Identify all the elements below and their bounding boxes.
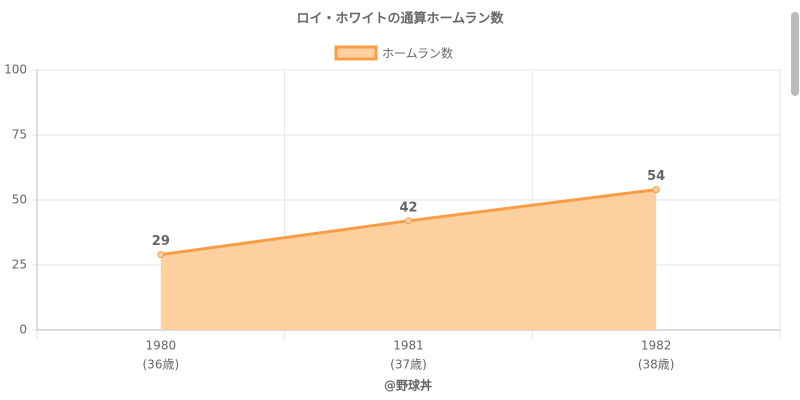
legend-label[interactable]: ホームラン数 bbox=[382, 46, 453, 61]
y-tick-label: 100 bbox=[4, 63, 27, 77]
y-tick-label: 50 bbox=[12, 193, 27, 207]
scrollbar[interactable] bbox=[791, 12, 799, 96]
chart-title: ロイ・ホワイトの通算ホームラン数 bbox=[297, 11, 505, 27]
data-label: 42 bbox=[399, 200, 417, 215]
x-axis-title: @野球丼 bbox=[384, 378, 432, 393]
legend-swatch bbox=[334, 45, 378, 61]
point bbox=[652, 186, 660, 194]
x-tick-label: 1981 bbox=[393, 339, 424, 353]
y-tick-label: 75 bbox=[12, 128, 27, 142]
point bbox=[405, 217, 412, 225]
x-tick-sublabel: (36歳) bbox=[143, 358, 180, 372]
data-label: 29 bbox=[152, 234, 170, 249]
x-tick-sublabel: (37歳) bbox=[390, 358, 427, 372]
point bbox=[157, 251, 165, 259]
y-tick-label: 0 bbox=[19, 323, 27, 337]
x-tick-label: 1980 bbox=[146, 339, 177, 353]
data-label: 54 bbox=[647, 169, 665, 184]
x-tick-label: 1982 bbox=[641, 339, 672, 353]
x-tick-sublabel: (38歳) bbox=[638, 358, 675, 372]
y-tick-label: 25 bbox=[12, 258, 27, 272]
area-fill bbox=[160, 189, 657, 330]
